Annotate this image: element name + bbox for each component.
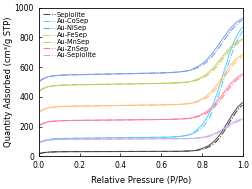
Au-Sepiolite — [240, 119, 243, 121]
Y-axis label: Quantity Adsorbed (cm³/g STP): Quantity Adsorbed (cm³/g STP) — [4, 17, 13, 147]
Au-ZnSep — [39, 124, 42, 126]
Au-ZnSep — [240, 75, 243, 77]
Au-CoSep — [158, 136, 161, 139]
Sepiolite — [221, 131, 224, 133]
Au-MnSep — [240, 40, 243, 42]
Au-NiSep — [158, 72, 161, 74]
Au-NiSep — [162, 72, 165, 74]
Au-CoSep — [208, 114, 211, 116]
Line: Au-MnSep: Au-MnSep — [40, 41, 241, 91]
Au-MnSep — [208, 72, 211, 74]
Au-CoSep — [240, 30, 243, 32]
Au-NiSep — [39, 79, 42, 82]
Line: Au-ZnSep: Au-ZnSep — [40, 76, 241, 125]
Au-FeSep — [158, 104, 161, 106]
Au-FeSep — [39, 110, 42, 112]
Au-MnSep — [158, 82, 161, 84]
Sepiolite — [240, 104, 243, 106]
Au-CoSep — [221, 79, 224, 81]
Au-MnSep — [221, 57, 224, 59]
Au-NiSep — [158, 72, 161, 74]
Au-CoSep — [39, 141, 42, 143]
Sepiolite — [38, 152, 41, 155]
Au-Sepiolite — [208, 135, 211, 137]
Sepiolite — [158, 150, 161, 153]
Line: Au-NiSep: Au-NiSep — [40, 20, 241, 81]
Au-FeSep — [240, 55, 243, 57]
Au-FeSep — [221, 77, 224, 80]
Au-NiSep — [38, 80, 41, 82]
Au-ZnSep — [158, 119, 161, 121]
Line: Au-Sepiolite: Au-Sepiolite — [40, 120, 241, 143]
Au-Sepiolite — [158, 138, 161, 140]
Au-Sepiolite — [158, 138, 161, 140]
Au-NiSep — [208, 57, 211, 59]
Au-Sepiolite — [38, 141, 41, 144]
Au-Sepiolite — [221, 129, 224, 131]
Au-NiSep — [240, 19, 243, 21]
Sepiolite — [158, 150, 161, 153]
Au-ZnSep — [208, 109, 211, 111]
Line: Sepiolite: Sepiolite — [40, 105, 241, 153]
Au-FeSep — [158, 104, 161, 106]
Line: Au-FeSep: Au-FeSep — [40, 56, 241, 112]
Sepiolite — [162, 150, 165, 153]
Au-ZnSep — [158, 119, 161, 121]
Au-FeSep — [162, 104, 165, 106]
Au-FeSep — [38, 111, 41, 113]
Au-ZnSep — [221, 95, 224, 97]
Sepiolite — [208, 145, 211, 147]
Au-NiSep — [221, 40, 224, 42]
Au-FeSep — [208, 93, 211, 96]
Legend: Sepiolite, Au-CoSep, Au-NiSep, Au-FeSep, Au-MnSep, Au-ZnSep, Au-Sepiolite: Sepiolite, Au-CoSep, Au-NiSep, Au-FeSep,… — [42, 11, 97, 59]
Au-MnSep — [39, 89, 42, 91]
Au-ZnSep — [38, 124, 41, 126]
Au-ZnSep — [162, 118, 165, 121]
Au-MnSep — [158, 82, 161, 85]
X-axis label: Relative Pressure (P/Po): Relative Pressure (P/Po) — [90, 176, 190, 185]
Au-Sepiolite — [162, 138, 165, 140]
Line: Au-CoSep: Au-CoSep — [40, 31, 241, 142]
Au-CoSep — [162, 136, 165, 139]
Au-MnSep — [38, 90, 41, 92]
Au-MnSep — [162, 82, 165, 84]
Au-CoSep — [38, 141, 41, 143]
Au-Sepiolite — [39, 141, 42, 143]
Au-CoSep — [158, 136, 161, 139]
Sepiolite — [39, 152, 42, 154]
